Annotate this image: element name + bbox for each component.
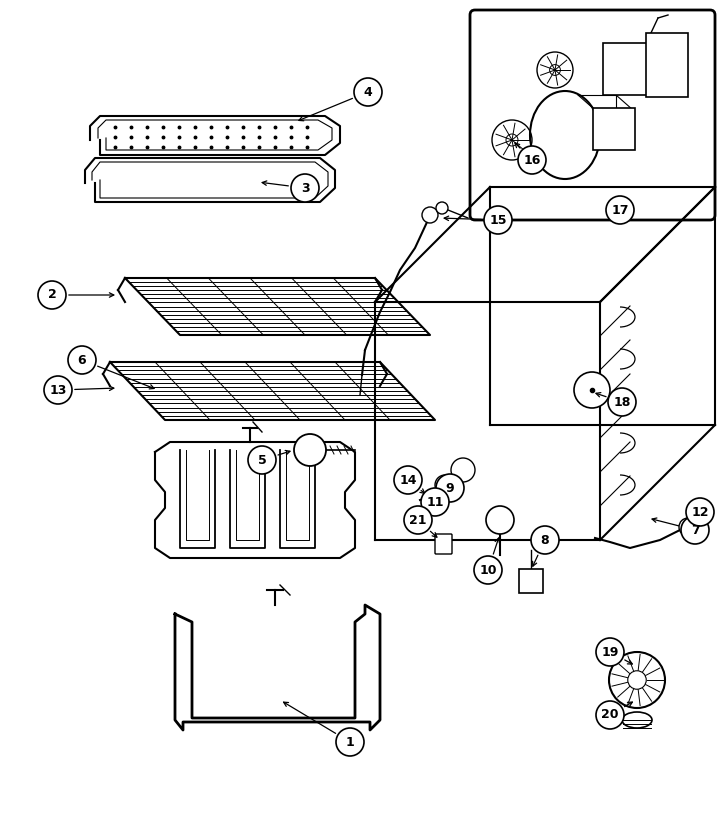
Circle shape xyxy=(609,652,665,708)
Text: 7: 7 xyxy=(690,523,699,536)
Text: 4: 4 xyxy=(364,86,372,99)
Circle shape xyxy=(248,446,276,474)
Circle shape xyxy=(486,506,514,534)
FancyBboxPatch shape xyxy=(519,569,543,593)
Circle shape xyxy=(394,466,422,494)
Text: 21: 21 xyxy=(409,513,427,527)
Circle shape xyxy=(404,506,432,534)
Circle shape xyxy=(68,346,96,374)
FancyBboxPatch shape xyxy=(470,10,715,220)
Text: 3: 3 xyxy=(301,181,310,194)
Circle shape xyxy=(686,498,714,526)
Text: 12: 12 xyxy=(691,505,708,518)
Circle shape xyxy=(435,475,455,495)
Text: 13: 13 xyxy=(49,383,67,396)
Circle shape xyxy=(606,196,634,224)
Text: 6: 6 xyxy=(78,353,86,367)
Circle shape xyxy=(484,206,512,234)
Text: 15: 15 xyxy=(490,213,507,227)
Circle shape xyxy=(38,281,66,309)
Circle shape xyxy=(451,458,475,482)
Circle shape xyxy=(679,518,697,536)
Text: 2: 2 xyxy=(48,288,56,302)
Text: 11: 11 xyxy=(426,495,444,508)
Circle shape xyxy=(294,434,326,466)
FancyBboxPatch shape xyxy=(603,43,649,95)
Circle shape xyxy=(681,516,709,544)
Text: 18: 18 xyxy=(613,396,631,409)
FancyBboxPatch shape xyxy=(593,108,635,150)
Text: 8: 8 xyxy=(541,533,549,546)
Ellipse shape xyxy=(622,712,652,728)
Circle shape xyxy=(44,376,72,404)
Text: 14: 14 xyxy=(400,474,417,486)
Text: 16: 16 xyxy=(523,153,541,166)
FancyBboxPatch shape xyxy=(435,534,452,554)
Circle shape xyxy=(531,526,559,554)
Text: 17: 17 xyxy=(611,204,629,217)
Circle shape xyxy=(291,174,319,202)
Text: 1: 1 xyxy=(346,736,354,748)
Text: 10: 10 xyxy=(480,564,497,577)
Circle shape xyxy=(354,78,382,106)
Circle shape xyxy=(518,146,546,174)
Circle shape xyxy=(436,202,448,214)
FancyBboxPatch shape xyxy=(646,33,688,97)
Circle shape xyxy=(608,388,636,416)
Circle shape xyxy=(596,638,624,666)
Text: 20: 20 xyxy=(601,709,618,722)
Circle shape xyxy=(421,488,449,516)
Text: 5: 5 xyxy=(258,453,266,466)
Circle shape xyxy=(336,728,364,756)
Circle shape xyxy=(474,556,502,584)
Text: 19: 19 xyxy=(601,645,618,658)
Circle shape xyxy=(574,372,610,408)
Circle shape xyxy=(436,474,464,502)
Circle shape xyxy=(422,207,438,223)
Circle shape xyxy=(596,701,624,729)
Text: 9: 9 xyxy=(446,481,454,494)
